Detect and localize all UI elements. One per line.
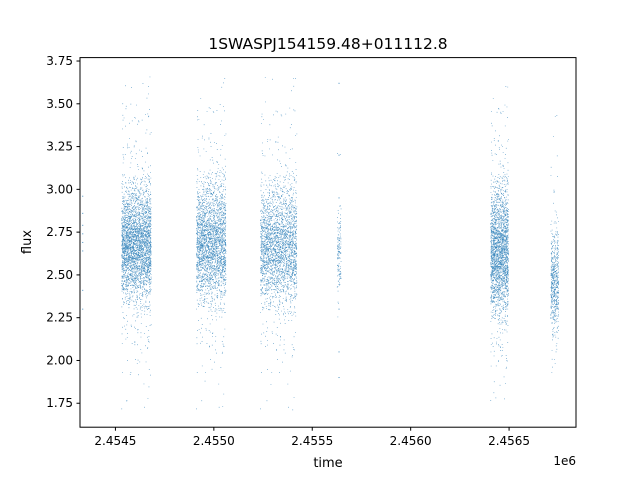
data-point bbox=[131, 238, 133, 240]
data-point bbox=[146, 240, 148, 242]
y-tick-label: 2.50 bbox=[46, 268, 73, 282]
y-axis-label: flux bbox=[20, 230, 35, 254]
y-tick-label: 3.00 bbox=[46, 182, 73, 196]
x-axis-label: time bbox=[313, 456, 342, 471]
data-point bbox=[338, 154, 340, 156]
x-tick-label: 2.4555 bbox=[291, 434, 333, 448]
data-point bbox=[270, 248, 272, 250]
data-point bbox=[338, 351, 340, 353]
data-point bbox=[82, 195, 84, 197]
y-tick-label: 3.75 bbox=[46, 54, 73, 68]
y-tick-label: 3.50 bbox=[46, 97, 73, 111]
data-point bbox=[82, 233, 84, 235]
x-tick-label: 2.4545 bbox=[94, 434, 136, 448]
x-axis-ticks: 2.4545 2.4550 2.4555 2.4560 2.4565 bbox=[94, 427, 530, 448]
data-point-cluster bbox=[121, 76, 152, 410]
plot-frame bbox=[79, 57, 577, 428]
y-tick-label: 2.75 bbox=[46, 225, 73, 239]
data-point bbox=[294, 250, 295, 252]
y-tick-label: 2.25 bbox=[46, 311, 73, 325]
x-axis-offset-label: 1e6 bbox=[553, 454, 576, 468]
data-point bbox=[338, 240, 340, 242]
data-point bbox=[553, 291, 555, 293]
data-point bbox=[551, 283, 553, 284]
y-tick-label: 3.25 bbox=[46, 140, 73, 154]
data-point bbox=[82, 212, 84, 214]
data-point bbox=[286, 247, 288, 248]
x-tick-label: 2.4560 bbox=[390, 434, 432, 448]
data-point bbox=[338, 274, 340, 276]
data-point bbox=[338, 82, 340, 84]
data-point-cluster bbox=[196, 78, 227, 410]
data-point bbox=[148, 247, 150, 248]
data-point bbox=[82, 308, 84, 310]
data-point bbox=[133, 241, 134, 243]
data-point bbox=[136, 235, 138, 237]
data-point bbox=[82, 224, 84, 226]
data-point bbox=[290, 241, 292, 243]
data-point-cluster bbox=[260, 77, 298, 411]
data-point bbox=[82, 241, 84, 243]
data-point bbox=[266, 236, 268, 238]
y-tick-label: 1.75 bbox=[46, 396, 73, 410]
data-point bbox=[200, 247, 202, 248]
x-tick-label: 2.4565 bbox=[488, 434, 530, 448]
data-point bbox=[142, 236, 144, 238]
data-points bbox=[82, 76, 559, 411]
data-point bbox=[82, 250, 84, 252]
y-axis-ticks: 1.75 2.00 2.25 2.50 2.75 3.00 3.25 3.50 3.75 bbox=[46, 54, 80, 410]
data-point-cluster bbox=[490, 86, 509, 401]
data-point-cluster bbox=[336, 153, 342, 318]
data-point bbox=[338, 223, 340, 225]
y-tick-label: 2.00 bbox=[46, 353, 73, 367]
x-tick-label: 2.4550 bbox=[193, 434, 235, 448]
data-point bbox=[504, 243, 506, 245]
data-point bbox=[126, 231, 127, 233]
data-point bbox=[338, 197, 340, 199]
data-point bbox=[338, 257, 340, 259]
data-point bbox=[338, 377, 340, 379]
chart-title: 1SWASPJ154159.48+011112.8 bbox=[208, 35, 447, 53]
data-point bbox=[282, 238, 284, 240]
data-point bbox=[338, 308, 340, 310]
data-point bbox=[262, 243, 264, 245]
data-point bbox=[218, 236, 220, 238]
data-point bbox=[555, 284, 557, 286]
data-point bbox=[82, 289, 84, 291]
